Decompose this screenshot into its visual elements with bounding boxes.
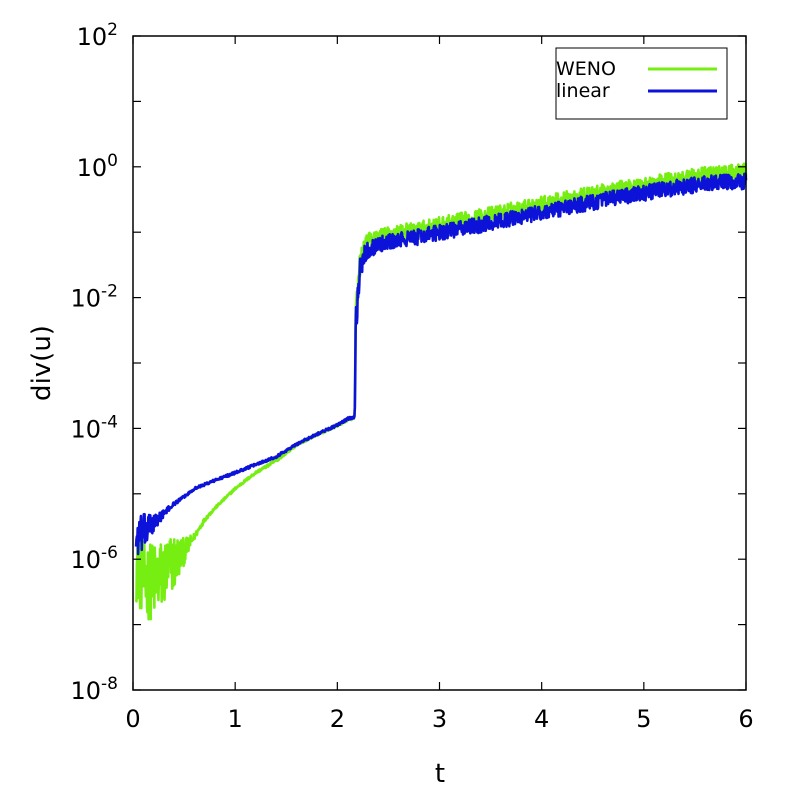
x-tick-label: 4: [534, 705, 549, 733]
legend-box: [555, 47, 728, 120]
y-tick-label: 100: [77, 151, 118, 182]
series-layer: [134, 162, 748, 621]
labels-layer: 0 1 2 3 4 5 6 10-8 10-6 10-4 10-2 100 102: [71, 20, 754, 733]
legend-label-weno: WENO: [556, 58, 616, 80]
x-axis-label: t: [435, 759, 445, 789]
y-tick-label: 10-2: [71, 282, 119, 313]
series-line-linear: [134, 172, 748, 556]
y-tick-label: 10-6: [71, 543, 119, 574]
y-tick-label: 102: [77, 20, 118, 51]
x-tick-label: 2: [330, 705, 345, 733]
x-tick-label: 3: [432, 705, 447, 733]
ticks-layer: [132, 35, 747, 691]
x-tick-label: 6: [738, 705, 753, 733]
x-tick-label: 0: [125, 705, 140, 733]
x-tick-label: 5: [636, 705, 651, 733]
y-tick-label: 10-8: [71, 674, 119, 705]
y-tick-label: 10-4: [71, 412, 119, 443]
x-tick-label: 1: [228, 705, 243, 733]
plot-frame: [132, 35, 747, 691]
legend-label-linear: linear: [556, 80, 610, 102]
y-axis-label: div(u): [27, 325, 57, 401]
